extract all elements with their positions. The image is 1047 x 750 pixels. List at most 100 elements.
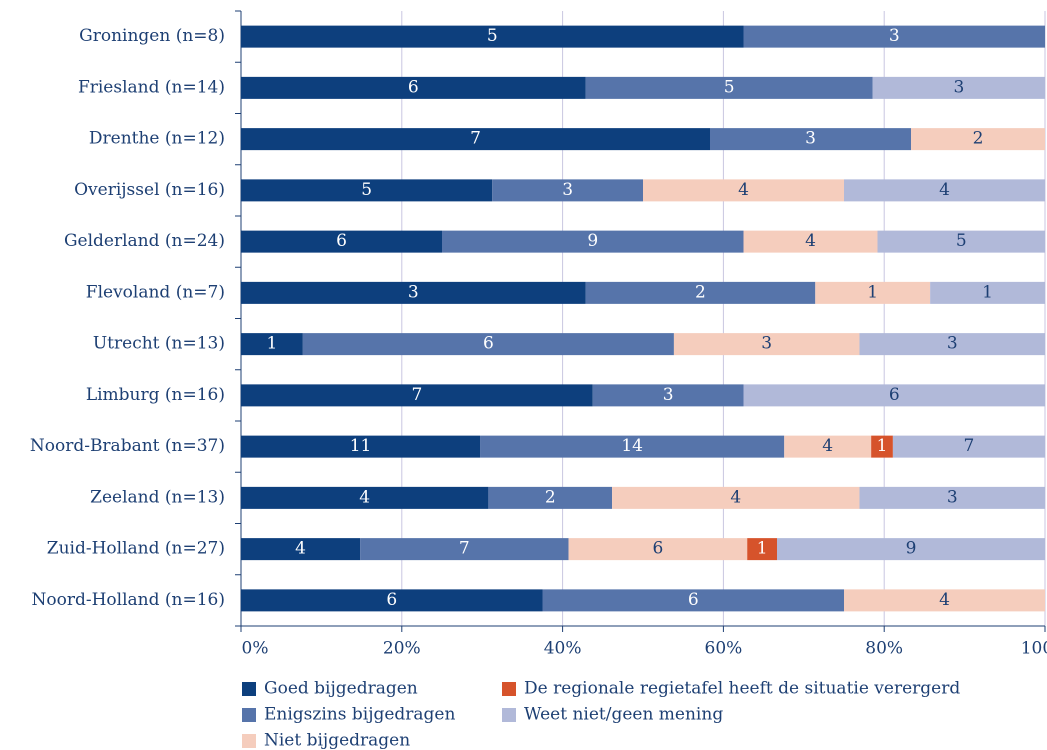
- y-tick-label: Noord-Holland (n=16): [32, 590, 226, 610]
- bar-segment: [743, 230, 878, 253]
- bar-segment: [871, 435, 893, 458]
- legend-swatch: [502, 708, 516, 722]
- legend-swatch: [242, 708, 256, 722]
- bar-segment: [241, 589, 543, 612]
- x-tick-label: 80%: [865, 639, 903, 659]
- legend-label: Goed bijgedragen: [264, 679, 418, 699]
- legend-label: Enigszins bijgedragen: [264, 705, 455, 725]
- data-label: 4: [730, 487, 741, 507]
- y-tick-label: Utrecht (n=13): [93, 334, 225, 354]
- bar-segment: [784, 435, 872, 458]
- data-label: 4: [939, 180, 950, 200]
- data-label: 5: [724, 77, 735, 97]
- bar-segment: [844, 589, 1045, 612]
- y-tick-label: Groningen (n=8): [79, 26, 225, 46]
- bar-segment: [241, 128, 710, 151]
- legend-swatch: [242, 734, 256, 748]
- y-tick-label: Overijssel (n=16): [74, 180, 225, 200]
- bar-segment: [241, 179, 493, 202]
- bar-segment: [585, 76, 873, 99]
- data-label: 9: [906, 539, 917, 559]
- y-tick-label: Flevoland (n=7): [86, 282, 225, 302]
- legend-label: De regionale regietafel heeft de situati…: [524, 679, 960, 699]
- bar-segment: [859, 333, 1045, 356]
- bar-segment: [911, 128, 1045, 151]
- x-tick-label: 100%: [1021, 639, 1047, 659]
- data-label: 3: [663, 385, 674, 405]
- y-tick-label: Drenthe (n=12): [89, 129, 225, 149]
- data-label: 6: [336, 231, 347, 251]
- data-label: 6: [889, 385, 900, 405]
- data-label: 6: [688, 590, 699, 610]
- bar-segment: [815, 281, 931, 304]
- bar-segment: [302, 333, 674, 356]
- legend-label: Weet niet/geen mening: [524, 705, 723, 725]
- data-label: 3: [953, 77, 964, 97]
- bar-segment: [743, 25, 1045, 48]
- data-label: 2: [973, 129, 984, 149]
- bar-segment: [777, 538, 1045, 561]
- bar-segment: [241, 76, 586, 99]
- data-label: 1: [757, 539, 768, 559]
- data-label: 4: [738, 180, 749, 200]
- data-label: 4: [805, 231, 816, 251]
- data-label: 3: [947, 487, 958, 507]
- data-label: 5: [361, 180, 372, 200]
- data-label: 2: [695, 282, 706, 302]
- bar-segment: [241, 25, 744, 48]
- data-label: 9: [587, 231, 598, 251]
- bar-segment: [612, 486, 860, 509]
- bar-segment: [743, 384, 1045, 407]
- data-label: 5: [487, 26, 498, 46]
- bar-segment: [859, 486, 1045, 509]
- bar-segment: [241, 230, 442, 253]
- data-label: 4: [939, 590, 950, 610]
- data-label: 1: [867, 282, 878, 302]
- bar-segment: [480, 435, 785, 458]
- data-label: 7: [964, 436, 975, 456]
- y-tick-label: Limburg (n=16): [86, 385, 225, 405]
- data-label: 11: [350, 436, 372, 456]
- data-label: 4: [359, 487, 370, 507]
- bar-segment: [360, 538, 569, 561]
- bar-segment: [747, 538, 777, 561]
- data-label: 7: [470, 129, 481, 149]
- data-label: 3: [761, 334, 772, 354]
- data-label: 5: [956, 231, 967, 251]
- bar-segment: [592, 384, 744, 407]
- bar-segment: [241, 486, 489, 509]
- data-label: 3: [805, 129, 816, 149]
- bar-segment: [442, 230, 744, 253]
- x-tick-label: 40%: [544, 639, 582, 659]
- bar-segment: [643, 179, 844, 202]
- x-tick-label: 0%: [242, 639, 269, 659]
- bar-segment: [710, 128, 911, 151]
- data-label: 6: [483, 334, 494, 354]
- data-label: 3: [947, 334, 958, 354]
- y-tick-label: Zuid-Holland (n=27): [47, 539, 225, 559]
- bar-segment: [930, 281, 1045, 304]
- y-tick-label: Zeeland (n=13): [90, 487, 225, 507]
- y-tick-label: Gelderland (n=24): [64, 231, 225, 251]
- legend-swatch: [242, 682, 256, 696]
- bar-segment: [241, 538, 361, 561]
- x-tick-label: 60%: [705, 639, 743, 659]
- bar-segment: [568, 538, 748, 561]
- bar-segment: [241, 384, 593, 407]
- data-label: 6: [386, 590, 397, 610]
- data-label: 6: [652, 539, 663, 559]
- bar-segment: [492, 179, 643, 202]
- y-tick-label: Friesland (n=14): [78, 77, 225, 97]
- data-label: 2: [545, 487, 556, 507]
- data-label: 4: [295, 539, 306, 559]
- bar-segment: [488, 486, 613, 509]
- data-label: 1: [877, 436, 888, 456]
- bar-segment: [542, 589, 844, 612]
- data-label: 7: [411, 385, 422, 405]
- data-label: 1: [982, 282, 993, 302]
- data-label: 4: [822, 436, 833, 456]
- bar-segment: [241, 333, 303, 356]
- data-label: 6: [408, 77, 419, 97]
- data-label: 3: [562, 180, 573, 200]
